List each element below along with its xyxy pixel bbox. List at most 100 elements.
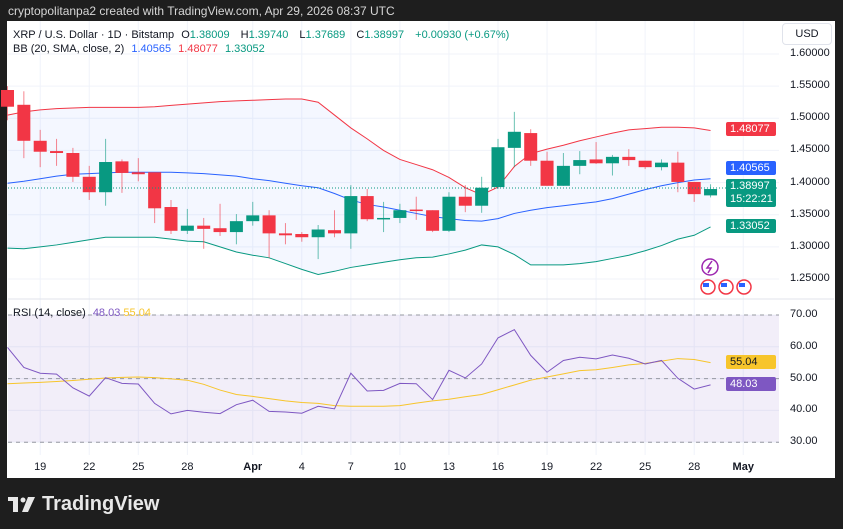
bb-basis-value: 1.40565 — [131, 43, 172, 55]
candle-body — [82, 176, 96, 193]
bb-lower-tag: 1.33052 — [726, 219, 776, 233]
candle-body — [1, 90, 14, 107]
chart-frame[interactable] — [7, 21, 835, 478]
candle — [99, 138, 113, 206]
rsi-line — [7, 328, 711, 415]
candle-body — [589, 159, 603, 164]
candle-body — [622, 156, 636, 161]
price-tick-label: 1.60000 — [790, 47, 830, 59]
tradingview-logo-icon — [8, 496, 35, 512]
price-tick-label: 1.55000 — [790, 79, 830, 92]
date-tick-label: 25 — [639, 461, 651, 473]
candle-body — [164, 207, 178, 231]
candle — [115, 159, 129, 193]
currency-button[interactable]: USD — [782, 23, 832, 45]
candle — [246, 201, 260, 226]
candle — [442, 192, 456, 233]
candle — [213, 203, 227, 236]
candle — [50, 138, 64, 166]
candle-body — [50, 151, 64, 154]
rsi-ma-tag: 55.04 — [726, 355, 776, 369]
candle — [148, 172, 162, 224]
candle-body — [687, 181, 701, 195]
rsi-ma-line — [7, 358, 711, 407]
candle-body — [507, 131, 521, 148]
rsi-tick-label: 40.00 — [790, 403, 818, 416]
candle-body — [17, 104, 31, 141]
date-tick-label: Apr — [243, 461, 263, 473]
candle-body — [99, 162, 113, 193]
candle — [295, 232, 309, 242]
rsi-label: RSI (14, close) — [13, 307, 86, 319]
candle — [540, 151, 554, 186]
candle-body — [671, 162, 685, 182]
candle-body — [344, 196, 358, 234]
bollinger-band-fill — [7, 99, 711, 275]
candle-body — [246, 215, 260, 222]
candle-body — [573, 160, 587, 166]
candle-body — [131, 172, 145, 175]
bar-countdown: 15:22:21 — [730, 193, 773, 205]
candle-body — [377, 217, 391, 220]
price-tick-label: 1.45000 — [790, 143, 830, 156]
candle-body — [638, 160, 652, 168]
brand-name: TradingView — [42, 493, 160, 515]
candle — [197, 217, 211, 249]
events-icons — [700, 258, 752, 295]
tradingview-logo[interactable]: TradingView — [8, 493, 159, 516]
candle-body — [115, 161, 129, 173]
rsi-legend[interactable]: RSI (14, close) 48.03 55.04 — [13, 307, 155, 319]
rsi-tick-label: 30.00 — [790, 435, 818, 448]
last-price-tag: 1.38997 15:22:21 — [726, 179, 776, 207]
price-tick-label: 1.35000 — [790, 207, 830, 220]
candle — [475, 176, 489, 213]
price-tick-label: 1.25000 — [790, 272, 830, 284]
candle-body — [704, 189, 718, 196]
rsi-tick-label: 70.00 — [790, 308, 818, 320]
symbol-name: XRP / U.S. Dollar · 1D · Bitstamp — [13, 29, 175, 41]
candle — [491, 138, 505, 190]
close-value: 1.38997 — [364, 29, 405, 41]
attribution-header: cryptopolitanpa2 created with TradingVie… — [8, 4, 395, 18]
open-value: 1.38009 — [189, 29, 230, 41]
candle — [704, 184, 718, 198]
candle-body — [655, 162, 668, 168]
candle — [393, 203, 407, 224]
symbol-legend[interactable]: XRP / U.S. Dollar · 1D · Bitstamp O1.380… — [13, 29, 513, 41]
candle-body — [295, 234, 309, 238]
bb-upper-value: 1.48077 — [178, 43, 218, 55]
date-tick-label: 19 — [34, 461, 46, 473]
date-tick-label: 7 — [348, 461, 354, 473]
candle — [17, 91, 31, 159]
candle — [589, 142, 603, 164]
bb-upper-tag: 1.48077 — [726, 122, 776, 136]
candle — [655, 159, 668, 171]
candle — [360, 189, 374, 222]
candle-body — [458, 196, 472, 206]
candle — [605, 154, 619, 176]
low-label: L — [299, 29, 306, 41]
candle-body — [262, 215, 276, 234]
candle — [524, 129, 538, 166]
candle — [426, 210, 440, 233]
candle — [556, 153, 570, 186]
price-tick-label: 1.40000 — [790, 175, 830, 188]
candle — [377, 201, 391, 233]
candle — [229, 214, 243, 245]
bb-legend[interactable]: BB (20, SMA, close, 2) 1.40565 1.48077 1… — [13, 43, 269, 55]
date-tick-label: 19 — [541, 461, 553, 473]
date-tick-label: 4 — [299, 461, 305, 473]
open-label: O — [181, 29, 190, 41]
candle-body — [556, 165, 570, 186]
candle-body — [33, 140, 47, 152]
candle-body — [360, 196, 374, 220]
rsi-ma-value: 55.04 — [123, 307, 151, 319]
candle-body — [197, 225, 211, 229]
candle-body — [213, 228, 227, 233]
close-label: C — [356, 29, 365, 41]
last-price: 1.38997 — [730, 180, 770, 192]
candle-body — [409, 209, 423, 212]
candles — [1, 86, 718, 260]
candle-body — [66, 153, 80, 177]
